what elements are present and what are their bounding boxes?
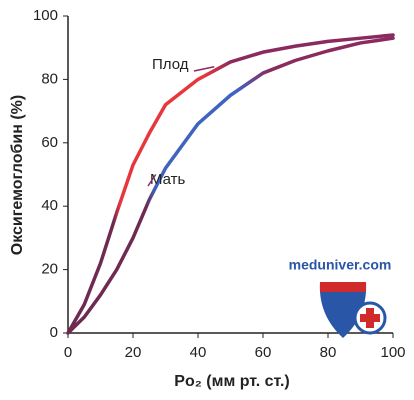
y-tick-label: 40 xyxy=(41,197,58,214)
x-axis-label: Po₂ (мм рт. ст.) xyxy=(174,373,289,390)
x-tick-label: 40 xyxy=(190,344,207,361)
series-label: Мать xyxy=(150,171,186,188)
x-tick-label: 80 xyxy=(320,344,337,361)
y-tick-label: 20 xyxy=(41,261,58,278)
x-tick-label: 60 xyxy=(255,344,272,361)
series-line xyxy=(66,36,395,335)
leader-line xyxy=(147,174,157,187)
y-tick-label: 60 xyxy=(41,134,58,151)
y-tick-label: 80 xyxy=(41,70,58,87)
x-tick-label: 20 xyxy=(125,344,142,361)
y-axis-label: Оксигемоглобин (%) xyxy=(9,95,26,255)
logo xyxy=(319,282,387,338)
x-tick-label: 0 xyxy=(64,344,72,361)
x-tick-label: 100 xyxy=(380,344,405,361)
y-tick-label: 100 xyxy=(33,7,58,24)
series-line xyxy=(66,33,395,335)
series-label: Плод xyxy=(152,56,189,73)
leader-line xyxy=(193,65,215,72)
watermark: meduniver.com xyxy=(289,257,392,273)
y-tick-label: 0 xyxy=(50,324,58,341)
